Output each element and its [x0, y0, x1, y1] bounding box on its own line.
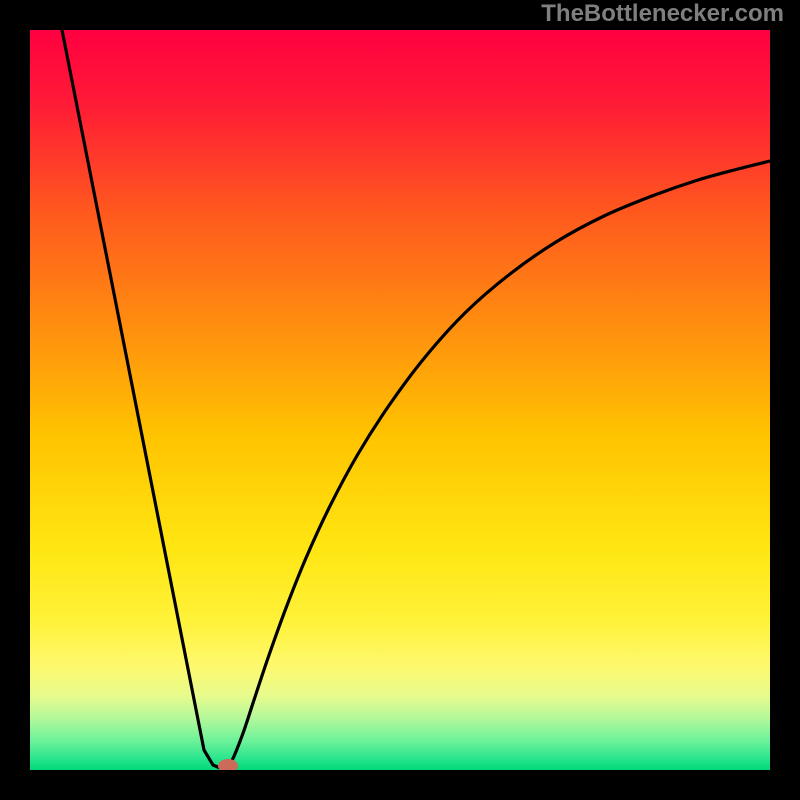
- minimum-marker: [218, 759, 238, 770]
- watermark-text: TheBottlenecker.com: [541, 0, 784, 28]
- bottleneck-curve: [30, 30, 770, 770]
- outer-frame: TheBottlenecker.com: [0, 0, 800, 800]
- plot-area: [30, 30, 770, 770]
